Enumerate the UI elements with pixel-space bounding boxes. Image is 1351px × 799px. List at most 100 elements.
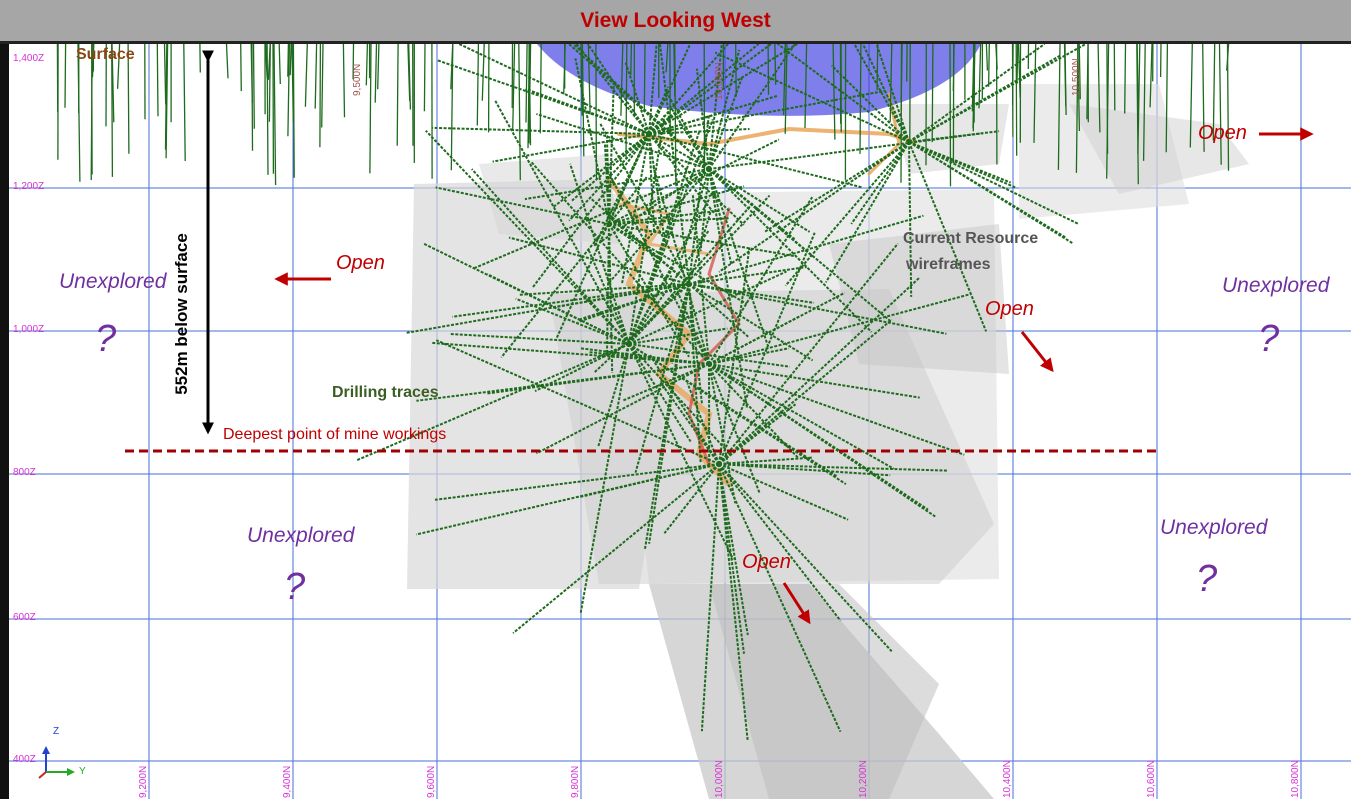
drill-trace	[508, 236, 690, 285]
drill-trace	[1149, 44, 1153, 108]
drill-trace	[648, 133, 745, 226]
drill-trace	[425, 130, 630, 345]
drill-trace	[669, 275, 710, 365]
drill-trace	[580, 44, 583, 116]
drill-trace	[691, 195, 710, 365]
elevation-label: 800Z	[13, 467, 36, 478]
open-arrow-south	[782, 582, 811, 625]
drill-trace	[861, 44, 910, 143]
drill-trace	[695, 68, 710, 170]
drill-trace	[648, 44, 658, 135]
drill-trace	[708, 168, 769, 346]
drill-trace	[718, 232, 816, 465]
drill-trace	[599, 122, 690, 285]
northing-top-label: 10,500N	[1071, 58, 1082, 96]
drill-trace	[648, 128, 750, 135]
drill-trace	[628, 343, 692, 443]
drill-trace	[486, 273, 630, 345]
drill-trace	[708, 363, 895, 470]
drill-trace	[830, 64, 910, 143]
drill-trace	[512, 44, 516, 131]
drill-trace	[535, 363, 710, 455]
drill-trace	[396, 44, 399, 146]
drill-trace	[972, 44, 976, 129]
drill-trace	[708, 132, 984, 170]
drill-trace	[648, 44, 772, 135]
drill-trace	[518, 44, 521, 181]
drill-trace	[718, 247, 751, 465]
drill-trace	[718, 463, 842, 733]
grid-lines	[9, 44, 1351, 799]
drill-trace	[630, 44, 633, 76]
drill-trace	[319, 44, 322, 148]
drill-trace	[408, 44, 412, 110]
section-drawing	[9, 44, 1351, 799]
drill-trace	[718, 141, 910, 273]
drill-trace	[163, 44, 167, 105]
drill-trace	[476, 44, 480, 126]
drill-trace	[165, 44, 169, 159]
drill-trace	[481, 44, 485, 101]
drill-trace	[415, 463, 720, 536]
drill-trace	[91, 44, 95, 78]
surface-drill-traces	[56, 44, 1230, 187]
drill-trace	[458, 44, 650, 135]
drill-trace	[1136, 44, 1139, 112]
drill-trace	[493, 99, 630, 345]
drill-trace	[708, 168, 873, 333]
drill-trace	[718, 318, 893, 465]
drill-trace	[628, 343, 790, 368]
northing-label: 10,200N	[858, 760, 869, 798]
drill-trace	[708, 49, 741, 170]
drill-trace	[590, 198, 690, 285]
drill-trace	[525, 44, 528, 123]
drill-trace	[569, 163, 630, 345]
drill-trace	[608, 176, 648, 225]
unexplored-label-west: Unexplored	[59, 270, 167, 293]
question-mark-southeast: ?	[1196, 558, 1218, 600]
drill-trace	[718, 463, 749, 741]
drill-trace	[688, 283, 814, 362]
drill-trace	[608, 223, 748, 305]
deepest-point-label: Deepest point of mine workings	[223, 426, 447, 443]
drill-trace	[430, 341, 710, 365]
drill-trace	[648, 133, 665, 234]
drill-trace	[648, 44, 729, 135]
northing-label: 9,600N	[426, 765, 437, 798]
drill-trace	[708, 44, 796, 170]
drill-trace	[625, 44, 628, 158]
drill-trace	[1033, 44, 1037, 143]
axis-y-label: Y	[79, 766, 86, 777]
drill-trace	[536, 113, 710, 170]
drill-trace	[718, 242, 899, 465]
drill-trace	[1202, 44, 1205, 152]
drill-trace	[949, 44, 952, 187]
drill-trace	[708, 363, 920, 399]
drill-trace	[628, 270, 787, 345]
northing-label: 10,600N	[1146, 760, 1157, 798]
drill-trace	[1015, 44, 1018, 156]
drill-trace	[718, 463, 948, 472]
drill-trace	[987, 44, 990, 87]
drill-trace	[620, 44, 624, 116]
elevation-label: 600Z	[13, 612, 36, 623]
drill-trace	[628, 327, 728, 345]
drill-trace	[606, 169, 710, 365]
drill-trace	[708, 77, 743, 170]
drill-trace	[268, 44, 271, 122]
drill-trace	[1017, 44, 1021, 98]
drill-trace	[435, 186, 610, 225]
drill-trace	[718, 463, 849, 521]
elevation-label: 1,200Z	[13, 181, 45, 192]
fan-drill-traces	[356, 44, 1087, 741]
drill-trace	[1057, 44, 1061, 170]
drill-trace	[1097, 44, 1101, 133]
drill-trace	[563, 44, 566, 95]
drill-trace	[985, 44, 989, 71]
elevation-label: 1,000Z	[13, 324, 45, 335]
drilling-traces-label: Drilling traces	[332, 384, 439, 401]
drill-trace	[156, 44, 159, 117]
drill-trace	[606, 223, 610, 353]
drill-trace	[628, 114, 666, 345]
open-label-southeast: Open	[985, 298, 1034, 320]
